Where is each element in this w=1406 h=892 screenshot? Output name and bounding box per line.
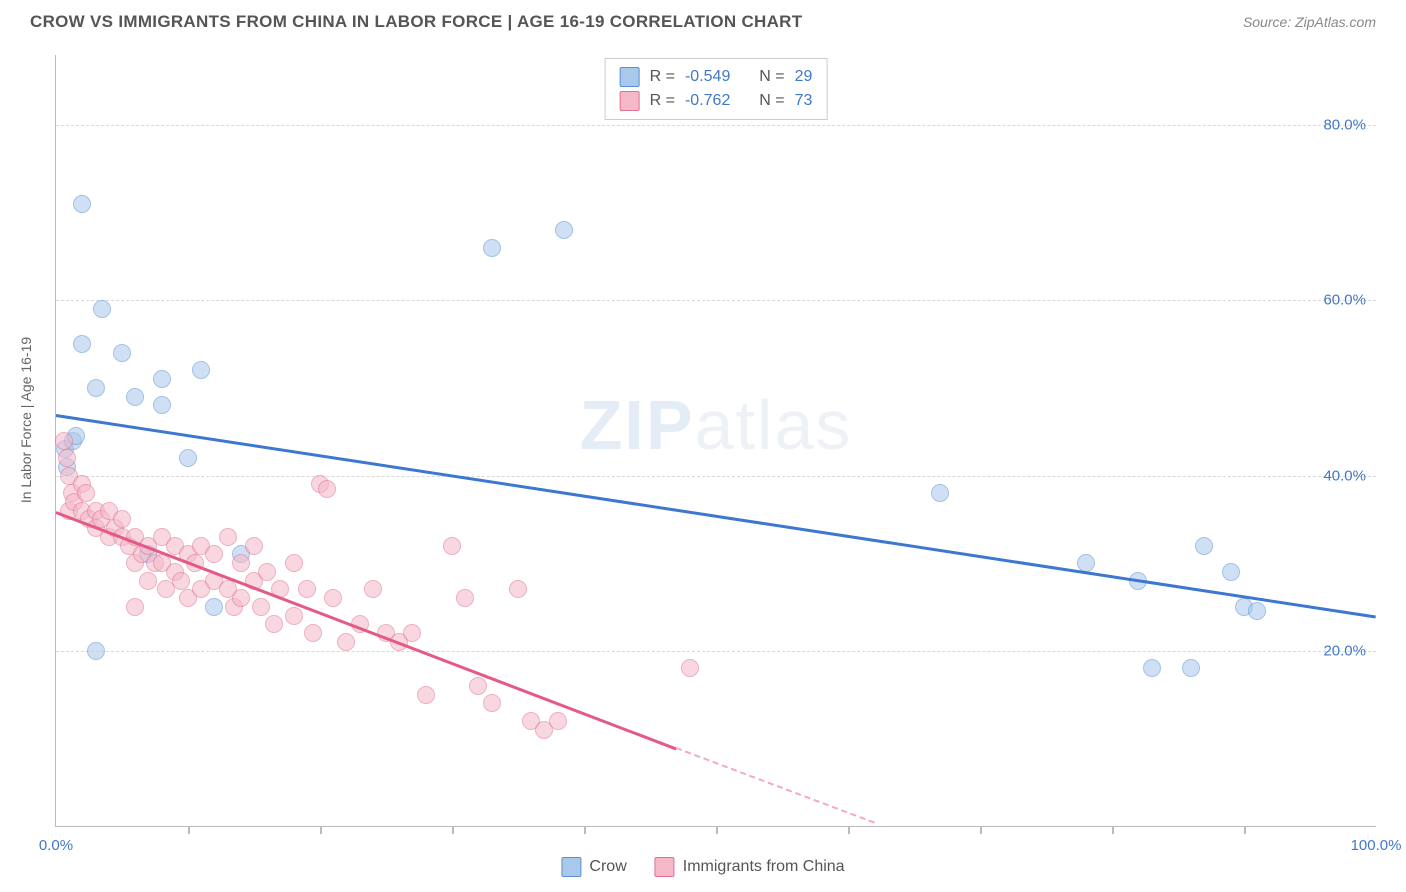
data-point-immigrants — [469, 677, 487, 695]
data-point-crow — [73, 335, 91, 353]
y-tick-label: 40.0% — [1323, 467, 1366, 484]
data-point-crow — [87, 379, 105, 397]
data-point-immigrants — [77, 484, 95, 502]
scatter-chart: ZIPatlas R = -0.549 N = 29R = -0.762 N =… — [55, 55, 1376, 827]
gridline — [56, 651, 1376, 652]
gridline — [56, 125, 1376, 126]
data-point-immigrants — [232, 589, 250, 607]
x-tick — [980, 826, 982, 834]
data-point-immigrants — [443, 537, 461, 555]
data-point-immigrants — [298, 580, 316, 598]
x-tick-label: 100.0% — [1351, 837, 1402, 854]
data-point-crow — [1222, 563, 1240, 581]
data-point-crow — [153, 396, 171, 414]
data-point-immigrants — [113, 510, 131, 528]
data-point-crow — [555, 221, 573, 239]
x-tick — [1112, 826, 1114, 834]
data-point-immigrants — [364, 580, 382, 598]
gridline — [56, 476, 1376, 477]
data-point-crow — [87, 642, 105, 660]
data-point-crow — [205, 598, 223, 616]
data-point-immigrants — [337, 633, 355, 651]
stats-row-immigrants: R = -0.762 N = 73 — [620, 89, 813, 113]
data-point-crow — [113, 344, 131, 362]
data-point-immigrants — [549, 712, 567, 730]
data-point-crow — [93, 300, 111, 318]
data-point-immigrants — [245, 537, 263, 555]
data-point-crow — [126, 388, 144, 406]
data-point-immigrants — [324, 589, 342, 607]
y-tick-label: 60.0% — [1323, 292, 1366, 309]
data-point-immigrants — [172, 572, 190, 590]
y-tick-label: 80.0% — [1323, 117, 1366, 134]
data-point-crow — [73, 195, 91, 213]
regression-line — [676, 747, 875, 823]
series-legend: Crow Immigrants from China — [561, 857, 844, 877]
data-point-crow — [1195, 537, 1213, 555]
x-tick-label: 0.0% — [39, 837, 73, 854]
data-point-crow — [931, 484, 949, 502]
swatch-icon — [561, 857, 581, 877]
data-point-crow — [192, 361, 210, 379]
chart-title: CROW VS IMMIGRANTS FROM CHINA IN LABOR F… — [30, 12, 802, 32]
legend-item-crow: Crow — [561, 857, 626, 877]
data-point-immigrants — [456, 589, 474, 607]
data-point-immigrants — [265, 615, 283, 633]
data-point-crow — [1182, 659, 1200, 677]
x-tick — [188, 826, 190, 834]
data-point-crow — [179, 449, 197, 467]
watermark: ZIPatlas — [580, 385, 853, 465]
x-tick — [716, 826, 718, 834]
data-point-immigrants — [55, 432, 73, 450]
data-point-immigrants — [58, 449, 76, 467]
y-tick-label: 20.0% — [1323, 642, 1366, 659]
y-axis-label: In Labor Force | Age 16-19 — [18, 337, 34, 503]
data-point-crow — [1248, 602, 1266, 620]
x-tick — [1244, 826, 1246, 834]
stats-row-crow: R = -0.549 N = 29 — [620, 65, 813, 89]
swatch-icon — [655, 857, 675, 877]
data-point-immigrants — [205, 545, 223, 563]
data-point-immigrants — [285, 607, 303, 625]
x-tick — [584, 826, 586, 834]
x-tick — [848, 826, 850, 834]
source-attribution: Source: ZipAtlas.com — [1243, 14, 1376, 30]
data-point-immigrants — [304, 624, 322, 642]
data-point-crow — [483, 239, 501, 257]
data-point-immigrants — [681, 659, 699, 677]
data-point-immigrants — [219, 528, 237, 546]
data-point-immigrants — [126, 598, 144, 616]
data-point-crow — [1143, 659, 1161, 677]
swatch-icon — [620, 91, 640, 111]
data-point-crow — [153, 370, 171, 388]
data-point-immigrants — [285, 554, 303, 572]
x-tick — [452, 826, 454, 834]
data-point-immigrants — [417, 686, 435, 704]
data-point-immigrants — [252, 598, 270, 616]
gridline — [56, 300, 1376, 301]
data-point-immigrants — [403, 624, 421, 642]
data-point-immigrants — [139, 572, 157, 590]
swatch-icon — [620, 67, 640, 87]
regression-line — [56, 511, 677, 750]
correlation-stats-box: R = -0.549 N = 29R = -0.762 N = 73 — [605, 58, 828, 120]
data-point-immigrants — [509, 580, 527, 598]
legend-item-immigrants: Immigrants from China — [655, 857, 845, 877]
data-point-immigrants — [483, 694, 501, 712]
x-tick — [320, 826, 322, 834]
data-point-immigrants — [318, 480, 336, 498]
data-point-immigrants — [258, 563, 276, 581]
data-point-immigrants — [232, 554, 250, 572]
